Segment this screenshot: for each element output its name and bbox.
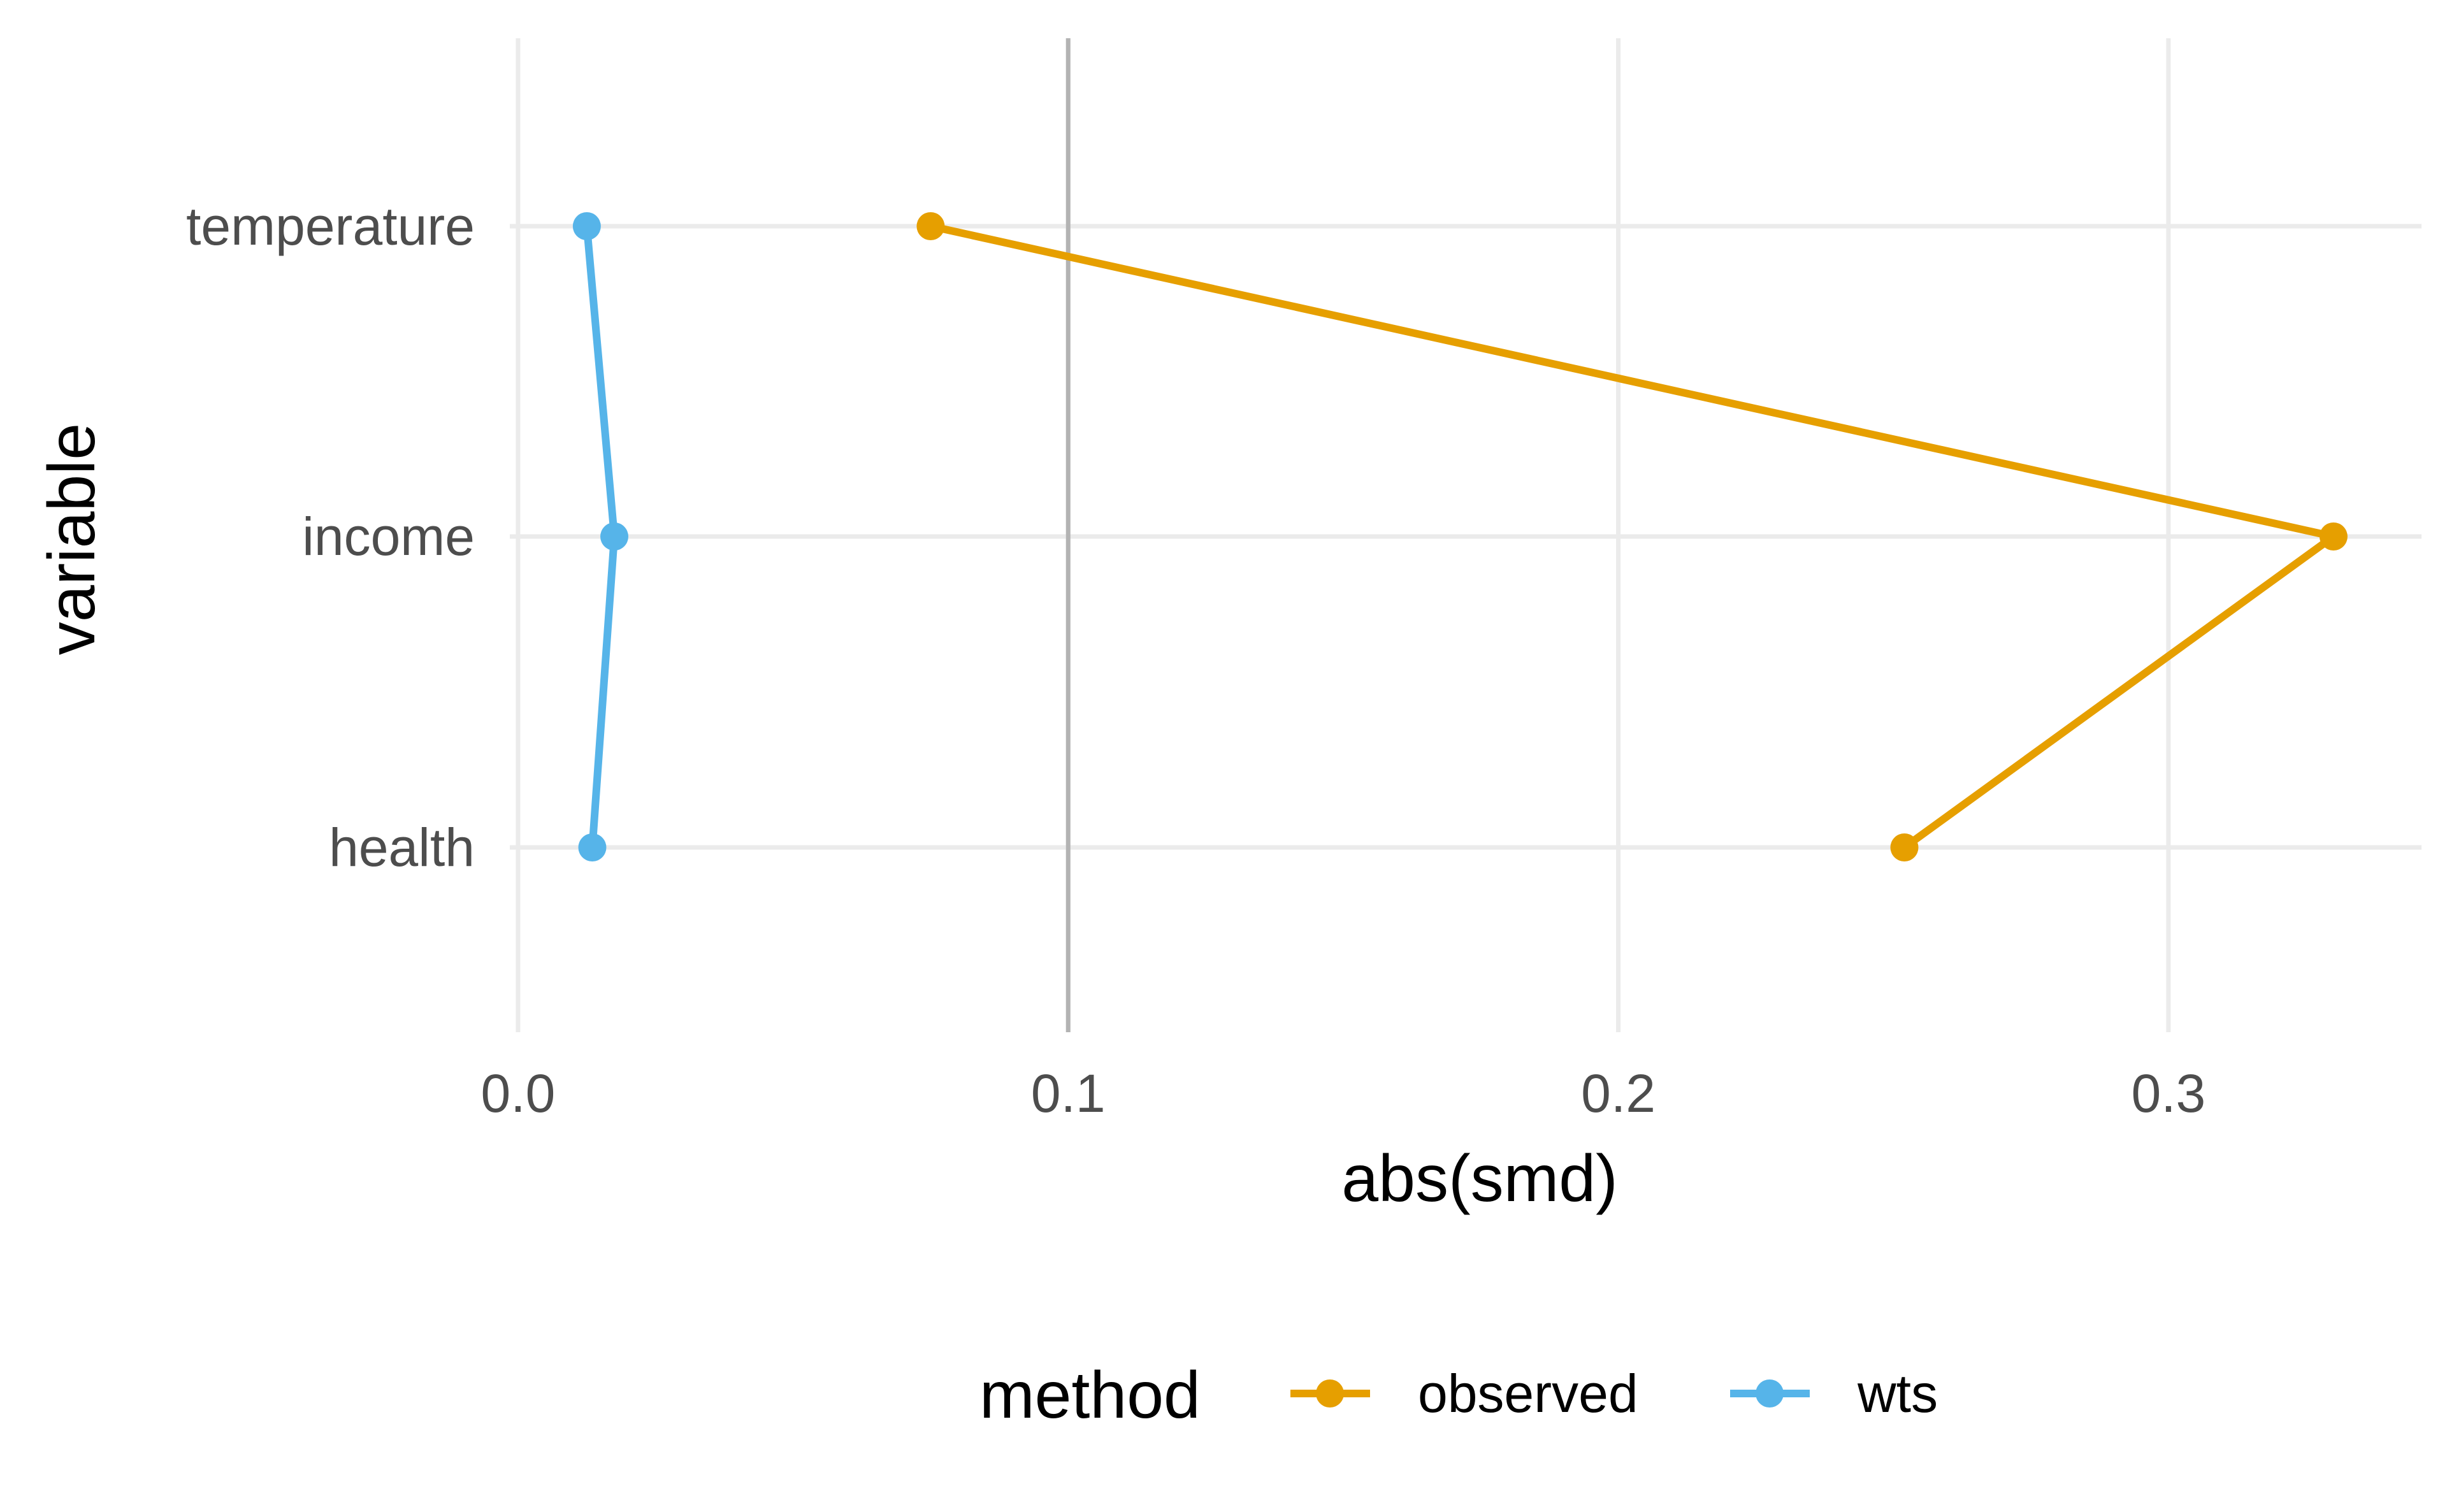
y-tick-label: temperature	[186, 196, 475, 256]
legend-label-wts: wts	[1857, 1364, 1938, 1423]
y-axis-title: variable	[35, 423, 109, 655]
x-axis-title: abs(smd)	[1341, 1142, 1617, 1216]
data-point-wts	[578, 833, 607, 861]
x-tick-label: 0.1	[1031, 1063, 1106, 1123]
legend-key-point-observed	[1316, 1379, 1344, 1408]
legend-key-point-wts	[1756, 1379, 1784, 1408]
legend-items: observed wts	[1290, 1364, 1938, 1423]
data-point-observed	[1890, 833, 1919, 861]
data-point-observed	[2319, 522, 2348, 551]
tick-label-layer: 0.0 0.1 0.2 0.3 temperature income health	[186, 196, 2205, 1123]
x-tick-label: 0.0	[481, 1063, 556, 1123]
series-layer	[572, 212, 2348, 861]
x-tick-label: 0.3	[2131, 1063, 2205, 1123]
y-tick-label: health	[329, 817, 475, 877]
data-point-wts	[572, 212, 601, 240]
legend-label-observed: observed	[1418, 1364, 1638, 1423]
legend-title: method	[979, 1358, 1201, 1432]
legend: method observed wts	[979, 1358, 1938, 1432]
data-point-observed	[916, 212, 945, 240]
data-point-wts	[600, 522, 629, 551]
x-tick-label: 0.2	[1581, 1063, 1656, 1123]
grid-layer	[510, 38, 2422, 1032]
y-tick-label: income	[302, 507, 475, 566]
